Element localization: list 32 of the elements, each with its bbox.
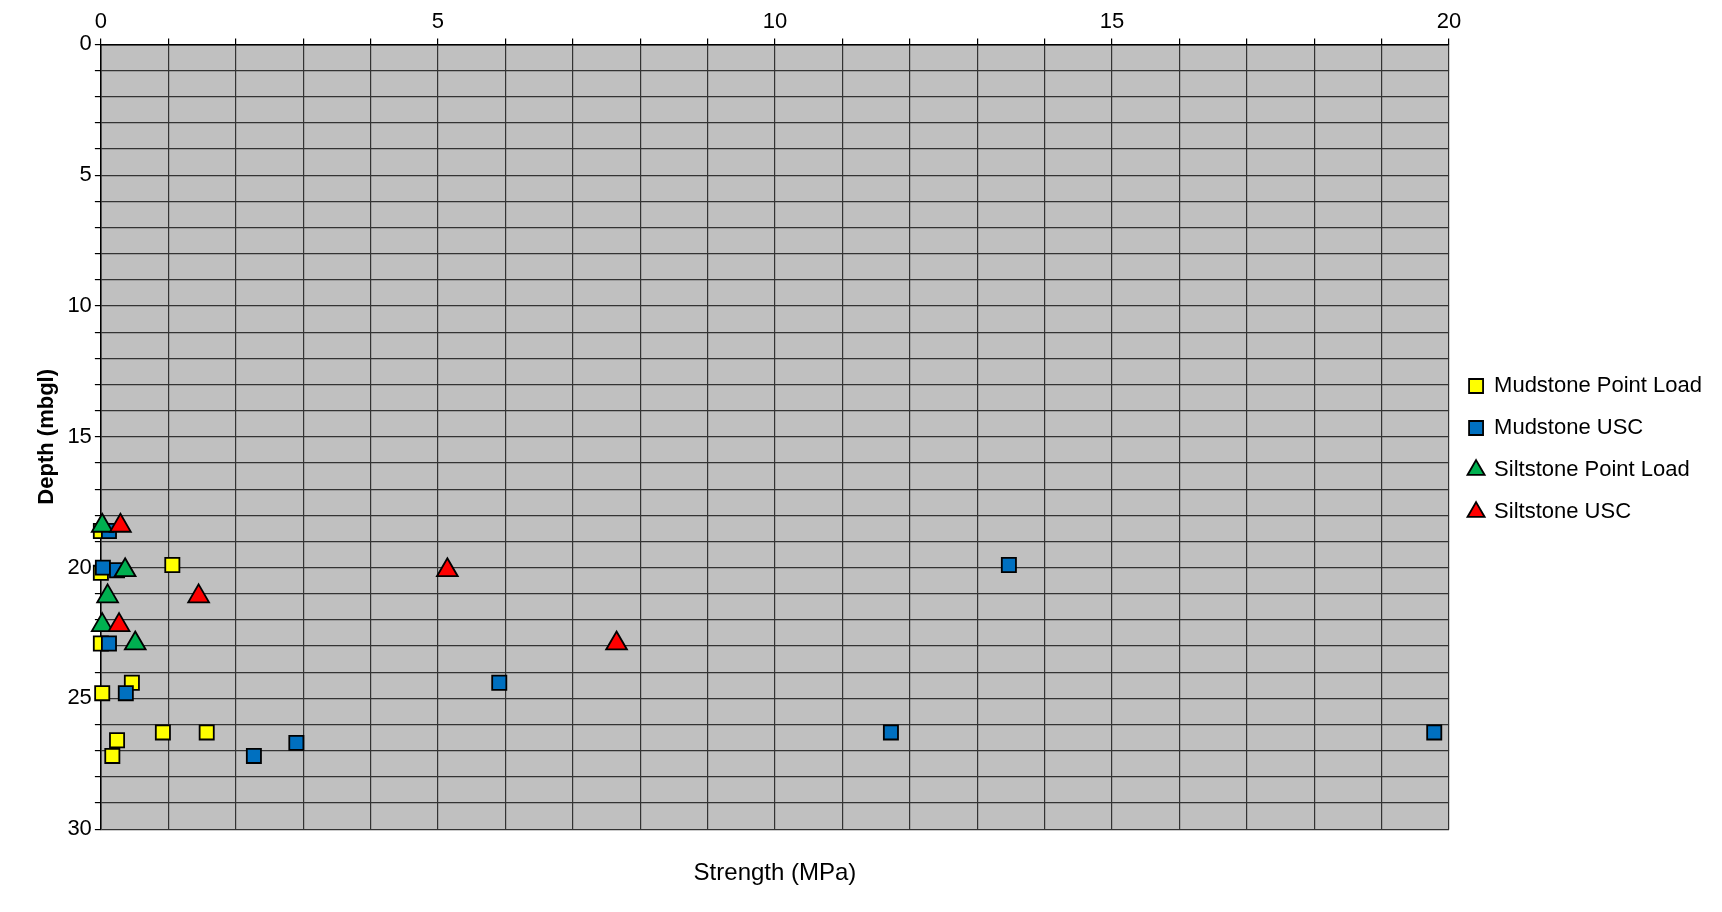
point (1000, 557, 1017, 573)
y-tick-label: 20 (67, 553, 92, 579)
legend-label: Siltstone Point Load (1494, 456, 1690, 482)
point (288, 734, 305, 751)
y-tick-label: 5 (79, 161, 92, 187)
point (245, 747, 262, 764)
point (109, 732, 126, 749)
point (94, 685, 111, 702)
point (198, 724, 215, 741)
legend-label: Mudstone Point Load (1494, 372, 1703, 398)
point (491, 674, 508, 691)
x-tick-label: 10 (762, 8, 788, 34)
y-tick-label: 30 (67, 815, 92, 841)
legend-label: Siltstone USC (1494, 498, 1632, 524)
y-tick-label: 0 (79, 30, 92, 56)
y-tick-label: 10 (67, 292, 92, 318)
legend-label: Mudstone USC (1494, 414, 1644, 440)
point (164, 557, 181, 573)
point (154, 724, 171, 741)
y-tick-label: 15 (67, 422, 92, 448)
point (104, 747, 121, 764)
point (100, 635, 117, 652)
x-tick-label: 15 (1099, 8, 1125, 34)
point (117, 685, 134, 702)
x-axis-title: Strength (MPa) (693, 858, 857, 886)
x-tick-label: 20 (1436, 8, 1462, 34)
x-tick-label: 5 (431, 8, 445, 34)
y-tick-label: 25 (67, 684, 92, 710)
point (882, 724, 899, 741)
point (1426, 724, 1443, 741)
point (94, 559, 111, 576)
y-axis-title: Depth (mbgl) (33, 368, 59, 505)
